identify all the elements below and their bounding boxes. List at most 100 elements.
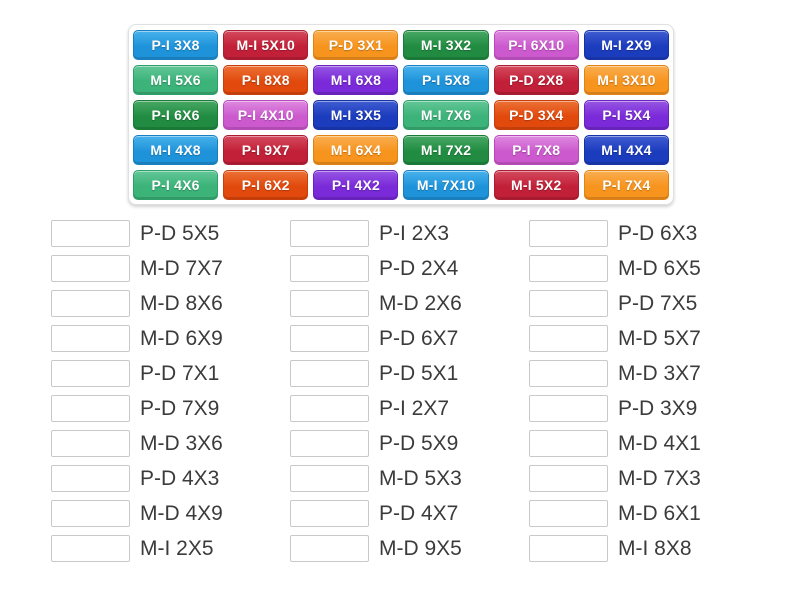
answer-row: P-D 5X9 — [290, 430, 525, 457]
answer-drop-slot-M-D-7X7[interactable] — [51, 255, 130, 282]
answer-drop-slot-P-D-2X4[interactable] — [290, 255, 369, 282]
answer-drop-slot-M-D-6X9[interactable] — [51, 325, 130, 352]
draggable-tile-M-I-2X9[interactable]: M-I 2X9 — [583, 29, 669, 60]
draggable-tile-P-I-4X6[interactable]: P-I 4X6 — [133, 169, 219, 200]
answer-label: P-D 7X1 — [140, 362, 220, 385]
answer-label: P-D 6X3 — [618, 222, 698, 245]
answer-drop-slot-M-D-4X9[interactable] — [51, 500, 130, 527]
answer-drop-slot-M-D-3X6[interactable] — [51, 430, 130, 457]
draggable-tile-P-I-6X6[interactable]: P-I 6X6 — [133, 99, 219, 130]
answer-row: P-I 2X7 — [290, 395, 525, 422]
answer-row: M-D 3X6 — [51, 430, 286, 457]
answer-drop-slot-P-D-4X7[interactable] — [290, 500, 369, 527]
answer-label: P-D 5X1 — [379, 362, 459, 385]
answer-row: P-D 7X9 — [51, 395, 286, 422]
answer-row: M-D 9X5 — [290, 535, 525, 562]
draggable-tile-P-I-8X8[interactable]: P-I 8X8 — [223, 64, 309, 95]
tile-grid: P-I 3X8 M-I 5X10 P-D 3X1 M-I 3X2 P-I 6X10 M-I… — [133, 29, 669, 200]
draggable-tile-M-I-7X2[interactable]: M-I 7X2 — [403, 134, 489, 165]
answer-drop-slot-M-D-3X7[interactable] — [529, 360, 608, 387]
answer-drop-slot-M-D-5X3[interactable] — [290, 465, 369, 492]
answer-drop-slot-M-D-6X5[interactable] — [529, 255, 608, 282]
draggable-tile-P-D-3X4[interactable]: P-D 3X4 — [493, 99, 579, 130]
answer-drop-slot-P-I-2X3[interactable] — [290, 220, 369, 247]
answer-drop-slot-P-D-5X9[interactable] — [290, 430, 369, 457]
answer-drop-slot-P-D-6X3[interactable] — [529, 220, 608, 247]
draggable-tile-M-I-3X2[interactable]: M-I 3X2 — [403, 29, 489, 60]
draggable-tile-M-I-4X8[interactable]: M-I 4X8 — [133, 134, 219, 165]
answer-label: P-D 5X5 — [140, 222, 220, 245]
answer-drop-slot-P-D-5X1[interactable] — [290, 360, 369, 387]
draggable-tile-P-I-5X8[interactable]: P-I 5X8 — [403, 64, 489, 95]
draggable-tile-P-I-6X2[interactable]: P-I 6X2 — [223, 169, 309, 200]
answer-label: P-D 2X4 — [379, 257, 459, 280]
answer-drop-slot-P-D-7X1[interactable] — [51, 360, 130, 387]
answer-label: P-I 2X7 — [379, 397, 450, 420]
answer-row: M-D 7X3 — [529, 465, 764, 492]
answers-column-1: P-D 5X5 M-D 7X7 M-D 8X6 M-D 6X9 P-D 7X1 P-D 7… — [51, 220, 286, 570]
answer-row: M-D 5X7 — [529, 325, 764, 352]
answer-drop-slot-P-D-7X5[interactable] — [529, 290, 608, 317]
draggable-tile-M-I-7X10[interactable]: M-I 7X10 — [403, 169, 489, 200]
draggable-tile-P-I-9X7[interactable]: P-I 9X7 — [223, 134, 309, 165]
answer-drop-slot-P-D-5X5[interactable] — [51, 220, 130, 247]
draggable-tile-P-D-2X8[interactable]: P-D 2X8 — [493, 64, 579, 95]
draggable-tile-M-I-5X2[interactable]: M-I 5X2 — [493, 169, 579, 200]
answer-row: M-D 8X6 — [51, 290, 286, 317]
answer-label: P-D 6X7 — [379, 327, 459, 350]
answer-label: P-D 3X9 — [618, 397, 698, 420]
answer-label: M-D 5X7 — [618, 327, 701, 350]
draggable-tile-P-D-3X1[interactable]: P-D 3X1 — [313, 29, 399, 60]
answer-label: M-I 8X8 — [618, 537, 692, 560]
draggable-tile-P-I-3X8[interactable]: P-I 3X8 — [133, 29, 219, 60]
answer-row: P-D 7X1 — [51, 360, 286, 387]
answer-label: M-D 3X7 — [618, 362, 701, 385]
answer-row: M-D 6X1 — [529, 500, 764, 527]
draggable-tile-M-I-6X4[interactable]: M-I 6X4 — [313, 134, 399, 165]
answer-drop-slot-P-I-2X7[interactable] — [290, 395, 369, 422]
answer-drop-slot-P-D-4X3[interactable] — [51, 465, 130, 492]
draggable-tile-M-I-3X5[interactable]: M-I 3X5 — [313, 99, 399, 130]
answer-row: P-D 4X7 — [290, 500, 525, 527]
answers-column-3: P-D 6X3 M-D 6X5 P-D 7X5 M-D 5X7 M-D 3X7 P-D 3… — [529, 220, 764, 570]
answer-label: M-D 8X6 — [140, 292, 223, 315]
answer-label: P-D 4X7 — [379, 502, 459, 525]
answer-label: M-D 7X3 — [618, 467, 701, 490]
draggable-tile-P-I-7X8[interactable]: P-I 7X8 — [493, 134, 579, 165]
draggable-tile-P-I-4X2[interactable]: P-I 4X2 — [313, 169, 399, 200]
answer-drop-slot-M-I-2X5[interactable] — [51, 535, 130, 562]
draggable-tile-P-I-5X4[interactable]: P-I 5X4 — [583, 99, 669, 130]
answer-label: M-I 2X5 — [140, 537, 214, 560]
answer-drop-slot-M-D-4X1[interactable] — [529, 430, 608, 457]
answer-label: P-D 7X5 — [618, 292, 698, 315]
answer-label: M-D 3X6 — [140, 432, 223, 455]
answer-label: M-D 9X5 — [379, 537, 462, 560]
answer-drop-slot-M-D-2X6[interactable] — [290, 290, 369, 317]
answer-label: M-D 7X7 — [140, 257, 223, 280]
answer-drop-slot-M-D-7X3[interactable] — [529, 465, 608, 492]
answer-drop-slot-P-D-3X9[interactable] — [529, 395, 608, 422]
answer-drop-slot-M-D-5X7[interactable] — [529, 325, 608, 352]
draggable-tile-P-I-4X10[interactable]: P-I 4X10 — [223, 99, 309, 130]
draggable-tile-M-I-5X6[interactable]: M-I 5X6 — [133, 64, 219, 95]
draggable-tile-P-I-7X4[interactable]: P-I 7X4 — [583, 169, 669, 200]
draggable-tile-P-I-6X10[interactable]: P-I 6X10 — [493, 29, 579, 60]
answer-row: M-D 2X6 — [290, 290, 525, 317]
answer-row: P-D 6X3 — [529, 220, 764, 247]
draggable-tile-M-I-7X6[interactable]: M-I 7X6 — [403, 99, 489, 130]
answer-drop-slot-P-D-6X7[interactable] — [290, 325, 369, 352]
answer-label: P-D 7X9 — [140, 397, 220, 420]
answer-drop-slot-M-I-8X8[interactable] — [529, 535, 608, 562]
answer-row: M-I 2X5 — [51, 535, 286, 562]
draggable-tile-M-I-5X10[interactable]: M-I 5X10 — [223, 29, 309, 60]
draggable-tile-M-I-6X8[interactable]: M-I 6X8 — [313, 64, 399, 95]
draggable-tile-M-I-3X10[interactable]: M-I 3X10 — [583, 64, 669, 95]
answer-drop-slot-M-D-6X1[interactable] — [529, 500, 608, 527]
answer-label: M-D 5X3 — [379, 467, 462, 490]
answer-label: M-D 4X1 — [618, 432, 701, 455]
draggable-tile-M-I-4X4[interactable]: M-I 4X4 — [583, 134, 669, 165]
answer-drop-slot-P-D-7X9[interactable] — [51, 395, 130, 422]
answer-row: P-D 5X5 — [51, 220, 286, 247]
answer-drop-slot-M-D-9X5[interactable] — [290, 535, 369, 562]
answer-drop-slot-M-D-8X6[interactable] — [51, 290, 130, 317]
